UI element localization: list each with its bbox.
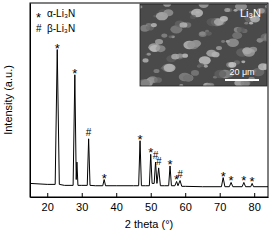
inset-grain	[168, 35, 172, 38]
peak-marker: *	[102, 171, 107, 186]
x-tick: 70	[214, 193, 226, 213]
x-tick-label: 50	[145, 201, 157, 213]
peak-marker: *	[221, 169, 226, 184]
inset-border	[140, 4, 267, 86]
peak-marker: *	[138, 132, 143, 147]
inset-grain	[206, 83, 214, 86]
inset-grain	[151, 23, 157, 27]
x-tick: 30	[76, 193, 88, 213]
plot-area	[30, 50, 268, 187]
inset-grain	[183, 74, 193, 81]
inset-grain	[206, 50, 216, 57]
x-tick-mark	[82, 193, 83, 197]
inset-grain	[237, 27, 245, 33]
x-tick-label: 80	[249, 201, 261, 213]
inset-grain	[163, 9, 173, 16]
x-tick: 20	[42, 193, 54, 213]
peak-marker: *	[55, 41, 60, 56]
x-tick-mark	[185, 193, 186, 197]
x-tick-mark	[151, 193, 152, 197]
x-axis-line	[31, 197, 269, 198]
inset-grain	[206, 31, 212, 35]
inset: Li₃N 20 μm	[138, 1, 273, 92]
x-tick-mark	[116, 193, 117, 197]
inset-grain	[147, 53, 151, 56]
inset-grain	[243, 48, 255, 56]
x-tick-mark	[220, 193, 221, 197]
inset-grain	[190, 15, 196, 19]
inset-texture	[140, 4, 267, 86]
inset-grain	[196, 11, 200, 14]
x-tick-mark	[47, 193, 48, 197]
x-tick-label: 30	[76, 201, 88, 213]
inset-grain	[156, 45, 166, 52]
inset-grain	[216, 46, 222, 50]
inset-grain	[163, 4, 171, 7]
inset-grain	[227, 39, 239, 47]
peak-marker: *	[72, 66, 77, 81]
x-tick: 50	[145, 193, 157, 213]
legend-label: β-Li₃N	[47, 23, 75, 34]
x-axis: 20 30 40 50 60 70 80	[31, 193, 269, 213]
inset-label: Li₃N	[240, 7, 261, 19]
inset-grain	[232, 32, 242, 39]
x-tick-mark	[254, 193, 255, 197]
peak-marker: *	[168, 157, 173, 172]
inset-grain	[187, 41, 199, 49]
inset-grain	[199, 4, 209, 8]
plot-frame	[30, 3, 268, 197]
y-axis-line	[30, 4, 31, 198]
inset-grain	[224, 8, 230, 12]
inset-grain	[154, 69, 160, 73]
x-tick: 60	[180, 193, 192, 213]
inset-grain	[154, 77, 162, 83]
peak-marker: *	[250, 174, 255, 189]
x-tick-label: 40	[111, 201, 123, 213]
x-tick: 40	[111, 193, 123, 213]
inset-grain	[204, 65, 208, 68]
peak-marker: *	[229, 173, 234, 188]
peak-marker: #	[156, 156, 162, 167]
peak-marker: *	[241, 173, 246, 188]
xrd-line	[30, 50, 268, 187]
inset-background	[140, 4, 267, 86]
inset-grain	[140, 79, 150, 86]
inset-grain	[214, 70, 226, 78]
inset-grain	[241, 60, 245, 63]
inset-grain	[143, 58, 149, 62]
inset-grain	[214, 18, 224, 25]
scale-bar	[225, 79, 259, 81]
inset-grain	[199, 31, 207, 37]
inset-grain	[244, 22, 248, 25]
x-tick-label: 20	[42, 201, 54, 213]
inset-grain	[258, 63, 267, 70]
inset-grain	[249, 22, 253, 25]
y-axis-title: Intensity (a.u.)	[2, 65, 14, 135]
x-tick: 80	[249, 193, 261, 213]
inset-grain	[198, 63, 204, 67]
x-tick-label: 60	[180, 201, 192, 213]
peak-marker: #	[86, 127, 92, 138]
inset-grain	[221, 40, 225, 43]
chart: 20 30 40 50 60 70 80 2 theta (°) Intensity (a.u.…	[0, 0, 273, 234]
inset-grain	[179, 22, 187, 28]
legend-symbol: #	[36, 23, 42, 34]
inset-grain	[191, 70, 199, 76]
inset-grain	[257, 38, 263, 42]
peak-marker: #	[177, 169, 183, 180]
inset-grain	[183, 74, 193, 81]
legend-label: α-Li₃N	[47, 8, 75, 19]
x-tick-label: 70	[214, 201, 226, 213]
x-axis-title: 2 theta (°)	[125, 218, 173, 230]
inset-grain	[177, 54, 183, 58]
y-axis	[30, 4, 31, 198]
scale-bar-label: 20 μm	[229, 67, 254, 77]
inset-grain	[161, 33, 167, 37]
inset-grain	[164, 64, 176, 72]
